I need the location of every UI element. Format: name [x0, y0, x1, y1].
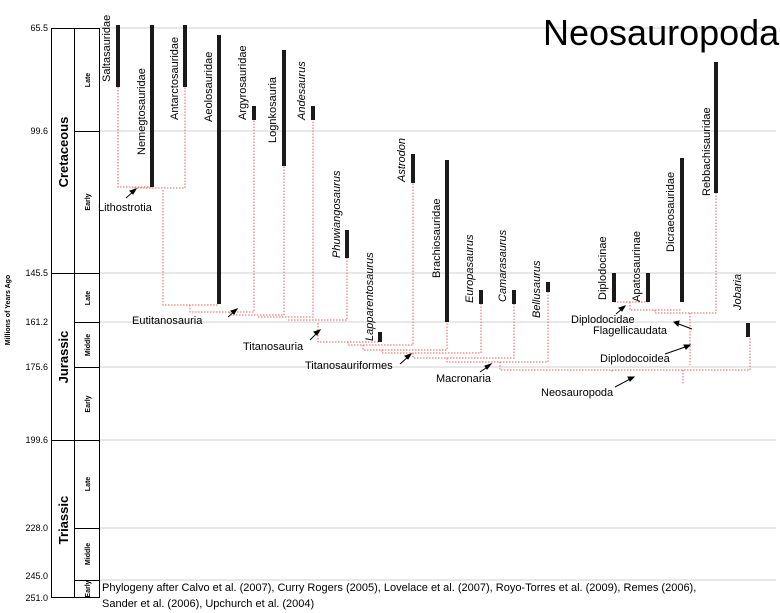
- clade-label-diplodocidae: Diplodocidae: [571, 314, 635, 326]
- range-bar-aeolosauridae: [217, 35, 221, 304]
- range-bar-diplodocinae: [612, 273, 616, 302]
- range-bar-lapparentosaurus: [378, 332, 382, 342]
- age-161-2: 161.2: [25, 317, 48, 327]
- taxon-label-jobaria: Jobaria: [732, 274, 744, 311]
- credit-line-2: Sander et al. (2006), Upchurch et al. (2…: [102, 598, 314, 610]
- taxon-label-astrodon: Astrodon: [396, 138, 408, 183]
- taxon-label-brachiosauridae: Brachiosauridae: [431, 199, 443, 279]
- range-bar-astrodon: [411, 154, 415, 183]
- credit-line-1: Phylogeny after Calvo et al. (2007), Cur…: [102, 582, 696, 594]
- range-bar-argyrosauridae: [252, 106, 256, 120]
- clade-label-macronaria: Macronaria: [436, 373, 492, 385]
- range-bar-lognkosauria: [282, 50, 286, 166]
- clade-label-eutitanosauria: Eutitanosauria: [132, 315, 203, 327]
- taxon-label-rebbachisauridae: Rebbachisauridae: [701, 107, 713, 196]
- taxon-label-argyrosauridae: Argyrosauridae: [237, 45, 249, 120]
- clade-label-diplodocoidea: Diplodocoidea: [600, 353, 671, 365]
- epoch-jurassic-early: Early: [85, 395, 92, 412]
- taxon-label-camarasaurus: Camarasaurus: [497, 229, 509, 302]
- taxon-label-bellusaurus: Bellusaurus: [531, 260, 543, 318]
- range-bar-dicraeosauridae: [680, 158, 684, 302]
- range-bar-andesaurus: [311, 106, 315, 120]
- taxon-label-europasaurus: Europasaurus: [464, 234, 476, 303]
- range-bar-saltasauridae: [116, 25, 120, 87]
- range-bar-jobaria: [746, 323, 750, 337]
- epoch-triassic-middle: Middle: [85, 543, 92, 565]
- range-bar-phuwiangosaurus: [345, 230, 349, 258]
- era-cretaceous: Cretaceous: [56, 117, 71, 188]
- age-199-6: 199.6: [25, 435, 48, 445]
- timescale: [51, 28, 100, 598]
- phylogeny-lines: [117, 87, 751, 384]
- taxon-label-phuwiangosaurus: Phuwiangosaurus: [331, 170, 343, 258]
- taxon-label-apatosaurinae: Apatosaurinae: [631, 231, 643, 302]
- time-gridlines: [99, 27, 776, 581]
- taxon-label-aeolosauridae: Aeolosauridae: [203, 52, 215, 122]
- age-245-0: 245.0: [25, 571, 48, 581]
- taxon-label-lapparentosaurus: Lapparentosaurus: [364, 252, 376, 341]
- age-99-6: 99.6: [30, 126, 48, 136]
- clade-label-flagellicaudata: Flagellicaudata: [593, 325, 668, 337]
- age-65-5: 65.5: [30, 23, 48, 33]
- epoch-triassic-early: Early: [85, 580, 92, 597]
- range-bar-antarctosauridae: [183, 25, 187, 87]
- clade-label-neosauropoda: Neosauropoda: [541, 387, 614, 399]
- clade-label-titanosauria: Titanosauria: [243, 341, 304, 353]
- range-bar-camarasaurus: [512, 290, 516, 304]
- range-bar-brachiosauridae: [445, 160, 449, 322]
- age-228-0: 228.0: [25, 523, 48, 533]
- taxon-label-diplodocinae: Diplodocinae: [597, 236, 609, 300]
- era-triassic: Triassic: [56, 496, 71, 544]
- clade-label-titanosauriformes: Titanosauriformes: [305, 360, 393, 372]
- clade-pointers: [125, 188, 693, 388]
- epoch-jurassic-middle: Middle: [85, 334, 92, 356]
- range-bar-nemegtosauridae: [150, 25, 154, 187]
- epoch-jurassic-late: Late: [85, 291, 92, 306]
- age-251-0: 251.0: [25, 593, 48, 603]
- taxon-label-lognkosauria: Lognkosauria: [267, 76, 279, 143]
- range-bar-apatosaurinae: [646, 273, 650, 302]
- chart-title: Neosauropoda: [543, 12, 780, 53]
- clade-label-lithostrotia: Lithostrotia: [98, 202, 153, 214]
- taxon-label-antarctosauridae: Antarctosauridae: [169, 37, 181, 120]
- taxon-label-saltasauridae: Saltasauridae: [101, 15, 113, 82]
- range-bar-europasaurus: [479, 290, 483, 304]
- taxon-label-dicraeosauridae: Dicraeosauridae: [665, 172, 677, 252]
- taxon-label-nemegtosauridae: Nemegtosauridae: [136, 68, 148, 155]
- axis-label: Millions of Years Ago: [5, 275, 12, 345]
- era-jurassic: Jurassic: [56, 331, 71, 384]
- epoch-cretaceous-early: Early: [85, 193, 92, 210]
- range-bar-rebbachisauridae: [714, 62, 718, 193]
- range-bars: [116, 25, 750, 342]
- epoch-cretaceous-late: Late: [85, 73, 92, 88]
- range-bar-bellusaurus: [546, 282, 550, 292]
- taxon-label-andesaurus: Andesaurus: [296, 61, 308, 121]
- epoch-triassic-late: Late: [85, 477, 92, 492]
- age-175-6: 175.6: [25, 362, 48, 372]
- age-145-5: 145.5: [25, 268, 48, 278]
